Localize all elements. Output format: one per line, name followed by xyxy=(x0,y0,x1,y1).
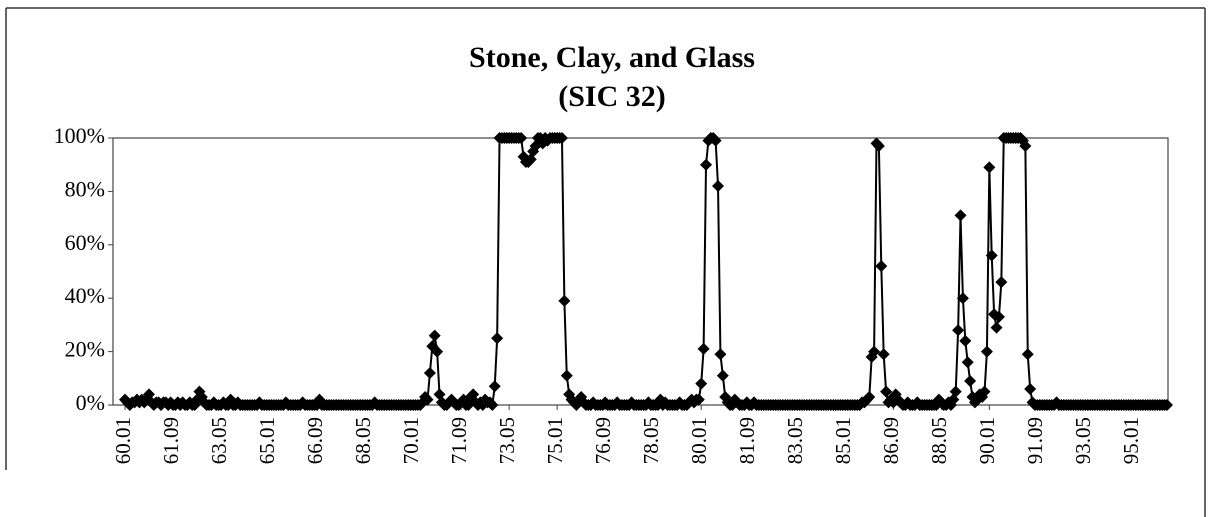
x-tick-label: 75.01 xyxy=(543,417,567,464)
data-point xyxy=(714,348,727,361)
data-point xyxy=(978,385,991,398)
data-point xyxy=(491,332,504,345)
data-point xyxy=(868,345,881,358)
data-point xyxy=(863,390,876,403)
data-point xyxy=(560,369,573,382)
y-tick-label: 80% xyxy=(65,176,105,201)
data-point xyxy=(486,399,499,411)
data-point xyxy=(877,348,890,361)
data-point xyxy=(1024,382,1037,395)
x-tick-label: 85.01 xyxy=(831,417,855,464)
data-point xyxy=(872,140,885,153)
data-point xyxy=(995,276,1008,289)
x-tick-label: 86.09 xyxy=(879,417,903,464)
data-point xyxy=(880,385,893,398)
data-point xyxy=(992,310,1005,323)
data-point xyxy=(983,161,996,174)
data-point xyxy=(985,249,998,262)
data-point xyxy=(712,180,725,193)
data-point xyxy=(990,321,1003,334)
data-point xyxy=(695,377,708,390)
x-tick-label: 81.09 xyxy=(735,417,759,464)
y-tick-label: 60% xyxy=(65,230,105,255)
chart-subtitle: (SIC 32) xyxy=(558,80,666,113)
y-tick-label: 20% xyxy=(65,337,105,362)
x-tick-label: 90.01 xyxy=(975,417,999,464)
data-point xyxy=(949,385,962,398)
x-tick-label: 88.05 xyxy=(927,417,951,464)
x-tick-label: 93.05 xyxy=(1071,417,1095,464)
data-point xyxy=(961,356,974,369)
x-tick-label: 60.01 xyxy=(111,417,135,464)
y-tick-label: 40% xyxy=(65,283,105,308)
x-tick-label: 61.09 xyxy=(159,417,183,464)
data-point xyxy=(1161,399,1173,411)
x-tick-label: 70.01 xyxy=(399,417,423,464)
data-point xyxy=(709,134,722,147)
data-point xyxy=(423,366,436,379)
data-point xyxy=(952,324,965,337)
data-point xyxy=(875,260,888,273)
x-tick-label: 83.05 xyxy=(783,417,807,464)
data-point xyxy=(515,132,528,144)
data-point xyxy=(421,393,434,406)
data-point xyxy=(558,294,571,307)
data-point xyxy=(956,292,969,305)
x-tick-label: 78.05 xyxy=(639,417,663,464)
data-point xyxy=(964,374,977,387)
x-tick-label: 68.05 xyxy=(351,417,375,464)
x-tick-label: 71.09 xyxy=(447,417,471,464)
data-point xyxy=(428,329,441,342)
y-tick-label: 100% xyxy=(54,123,105,148)
x-tick-label: 65.01 xyxy=(255,417,279,464)
data-point xyxy=(697,342,710,355)
chart-title: Stone, Clay, and Glass xyxy=(469,41,755,74)
data-point xyxy=(1021,348,1034,361)
data-point xyxy=(1019,140,1032,153)
data-point xyxy=(716,369,729,382)
x-tick-label: 76.09 xyxy=(591,417,615,464)
data-point xyxy=(954,209,967,222)
data-point xyxy=(700,158,713,171)
data-point xyxy=(431,345,444,358)
data-point xyxy=(488,380,501,393)
data-point xyxy=(692,393,705,406)
x-tick-label: 63.05 xyxy=(207,417,231,464)
x-tick-label: 91.09 xyxy=(1023,417,1047,464)
data-point xyxy=(555,132,568,144)
data-point xyxy=(959,334,972,347)
x-tick-label: 66.09 xyxy=(303,417,327,464)
y-tick-label: 0% xyxy=(76,390,105,415)
x-tick-label: 80.01 xyxy=(687,417,711,464)
data-point xyxy=(980,345,993,358)
x-tick-label: 73.05 xyxy=(495,417,519,464)
x-tick-label: 95.01 xyxy=(1119,417,1143,464)
